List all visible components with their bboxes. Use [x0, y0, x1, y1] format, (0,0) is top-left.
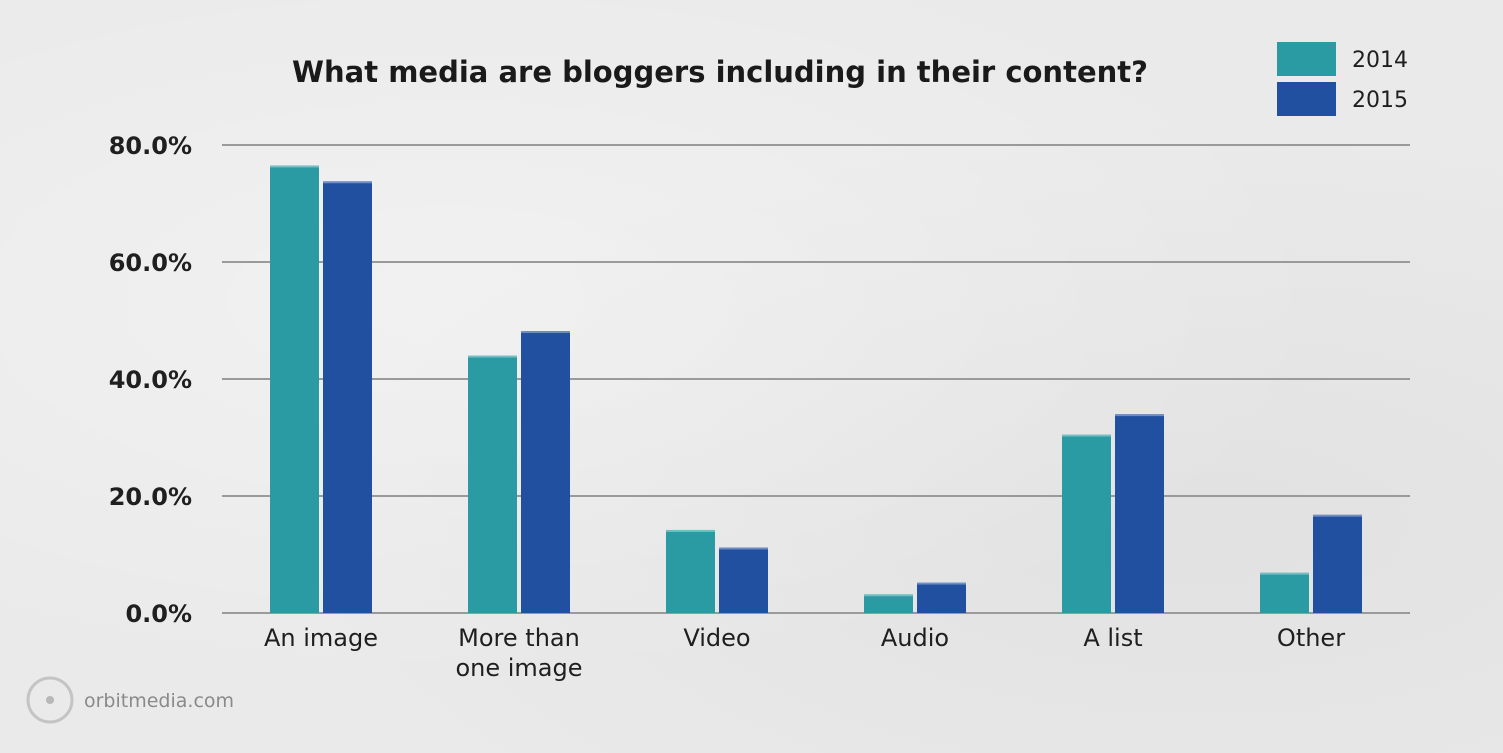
bar-2014	[1062, 434, 1111, 613]
bar-2015	[323, 181, 372, 613]
orbit-logo-icon	[26, 676, 74, 724]
source-text: orbitmedia.com	[84, 690, 234, 712]
bar-highlight	[864, 594, 913, 597]
bar-2015	[1313, 514, 1362, 613]
grid-lines	[222, 144, 1410, 614]
bar-highlight	[1313, 514, 1362, 517]
bar-2014	[468, 355, 517, 613]
bar-highlight	[666, 529, 715, 532]
chart-title: What media are bloggers including in the…	[292, 55, 1148, 89]
y-tick-label: 40.0%	[109, 366, 192, 394]
source-credit: orbitmedia.com	[26, 676, 234, 724]
y-tick-label: 60.0%	[109, 249, 192, 277]
bar-highlight	[323, 181, 372, 184]
y-tick-label: 80.0%	[109, 132, 192, 160]
bar-highlight	[468, 355, 517, 358]
bar-highlight	[719, 547, 768, 550]
bars	[270, 165, 1362, 613]
x-tick-label: An image	[264, 624, 378, 652]
bar-highlight	[270, 165, 319, 168]
x-tick-label: Other	[1277, 624, 1345, 652]
x-tick-label: Video	[683, 624, 750, 652]
x-tick-label: Audio	[881, 624, 949, 652]
legend-swatch-2015	[1277, 82, 1336, 116]
legend-label-2015: 2015	[1352, 88, 1408, 113]
legend: 2014 2015	[1277, 42, 1408, 116]
bar-highlight	[917, 582, 966, 585]
bar-highlight	[521, 331, 570, 334]
bar-2015	[1115, 414, 1164, 613]
bar-2014	[864, 594, 913, 613]
bar-2014	[270, 165, 319, 613]
y-axis-ticks: 0.0% 20.0% 40.0% 60.0% 80.0%	[109, 132, 192, 628]
bar-2015	[917, 582, 966, 613]
bar-highlight	[1260, 572, 1309, 575]
bar-2014	[666, 529, 715, 613]
x-tick-label: A list	[1083, 624, 1142, 652]
legend-label-2014: 2014	[1352, 48, 1408, 73]
legend-swatch-2014	[1277, 42, 1336, 76]
x-axis-ticks: An image More than one image Video Audio A li…	[264, 624, 1345, 682]
bar-highlight	[1062, 434, 1111, 437]
orbit-logo-dot	[46, 696, 54, 704]
x-tick-label: More than one image	[455, 624, 582, 682]
bar-2015	[521, 331, 570, 613]
bar-highlight	[1115, 414, 1164, 417]
bar-2015	[719, 547, 768, 613]
y-tick-label: 20.0%	[109, 483, 192, 511]
y-tick-label: 0.0%	[125, 600, 192, 628]
bar-2014	[1260, 572, 1309, 613]
